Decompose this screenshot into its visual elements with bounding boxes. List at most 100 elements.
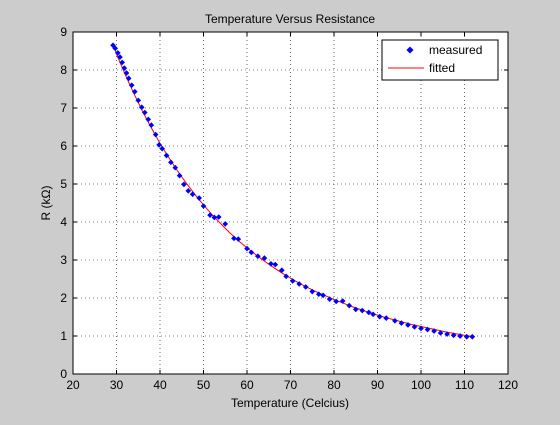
measured-point (248, 249, 255, 256)
measured-point (352, 306, 359, 313)
measured-point (181, 181, 187, 188)
y-tick-label: 0 (60, 367, 67, 381)
measured-point (405, 322, 411, 328)
measured-point (211, 214, 218, 221)
measured-point (278, 267, 285, 274)
x-tick-label: 20 (66, 378, 80, 392)
chart-title: Temperature Versus Resistance (205, 12, 375, 26)
measured-point (128, 82, 135, 89)
x-tick-label: 70 (284, 378, 298, 392)
measured-point (172, 164, 179, 171)
y-tick-label: 5 (60, 177, 67, 191)
measured-point (289, 278, 296, 284)
measured-point (148, 122, 155, 128)
measured-point (424, 326, 431, 333)
measured-point (235, 236, 242, 242)
y-tick-label: 7 (60, 101, 67, 115)
measured-point (431, 328, 437, 334)
y-tick-label: 2 (60, 291, 67, 305)
x-tick-label: 50 (197, 378, 211, 392)
x-tick-label: 40 (153, 378, 167, 392)
measured-point (121, 65, 128, 71)
measured-point (135, 97, 142, 104)
y-tick-label: 8 (60, 63, 67, 77)
measured-point (346, 302, 353, 309)
measured-point (222, 221, 229, 227)
y-tick-label: 9 (60, 25, 67, 39)
x-tick-label: 120 (498, 378, 518, 392)
measured-point (320, 292, 326, 299)
measured-point (138, 104, 145, 111)
measured-point (168, 159, 174, 166)
measured-point (141, 109, 148, 116)
measured-point (326, 296, 333, 302)
measured-point (444, 331, 450, 337)
measured-point (207, 212, 213, 218)
measured-point (215, 214, 222, 220)
legend-box (381, 39, 499, 81)
measured-point (152, 131, 159, 138)
measured-point (370, 311, 376, 318)
y-axis-label: R (kΩ) (39, 186, 53, 221)
measured-point (365, 309, 372, 316)
measured-point (185, 188, 192, 194)
measured-point (176, 172, 183, 179)
measured-point (196, 195, 202, 201)
measured-point (156, 142, 162, 148)
measured-point (261, 255, 268, 261)
measured-point (302, 284, 309, 290)
legend-measured-label: measured (429, 43, 482, 57)
measured-point (125, 75, 132, 82)
measured-point (392, 317, 398, 324)
measured-point (123, 70, 130, 76)
fitted-series (112, 43, 473, 337)
measured-point (244, 245, 250, 252)
x-tick-label: 100 (411, 378, 431, 392)
x-tick-label: 30 (110, 378, 124, 392)
measured-point (469, 333, 476, 340)
x-tick-label: 90 (371, 378, 385, 392)
x-axis-ticks: 20 30 40 50 60 70 80 90 100 110 120 (66, 32, 518, 392)
y-tick-label: 6 (60, 139, 67, 153)
measured-point (463, 333, 470, 340)
grid-lines (73, 32, 508, 374)
measured-point (339, 298, 346, 304)
legend-measured-marker (406, 46, 414, 54)
legend-fitted-label: fitted (429, 61, 455, 75)
fitted-curve (112, 43, 473, 337)
measured-point (411, 324, 418, 330)
measured-point (268, 260, 274, 267)
measured-point (437, 330, 444, 336)
measured-series (110, 42, 476, 340)
measured-point (315, 291, 322, 298)
measured-point (333, 298, 340, 305)
y-axis-ticks: 0 1 2 3 4 5 6 7 8 9 (60, 25, 508, 381)
measured-point (418, 325, 424, 332)
measured-point (231, 235, 237, 242)
measured-point (145, 116, 152, 123)
x-tick-label: 60 (240, 378, 254, 392)
measured-point (283, 273, 289, 280)
x-axis-label: Temperature (Celcius) (231, 396, 349, 410)
measured-point (163, 152, 170, 159)
measured-point (296, 281, 303, 287)
x-tick-label: 110 (455, 378, 474, 392)
plot-area (73, 32, 508, 374)
measured-point (359, 307, 366, 314)
y-tick-label: 1 (60, 329, 67, 343)
measured-point (457, 333, 463, 339)
y-tick-label: 4 (60, 215, 67, 229)
measured-point (200, 203, 207, 209)
measured-point (272, 261, 279, 268)
y-tick-label: 3 (60, 253, 67, 267)
measured-point (309, 288, 316, 295)
measured-point (398, 320, 405, 326)
legend: measured fitted (381, 39, 499, 81)
measured-point (131, 88, 138, 95)
measured-point (159, 145, 166, 152)
measured-point (189, 191, 196, 198)
x-tick-label: 80 (327, 378, 341, 392)
measured-point (376, 313, 383, 320)
